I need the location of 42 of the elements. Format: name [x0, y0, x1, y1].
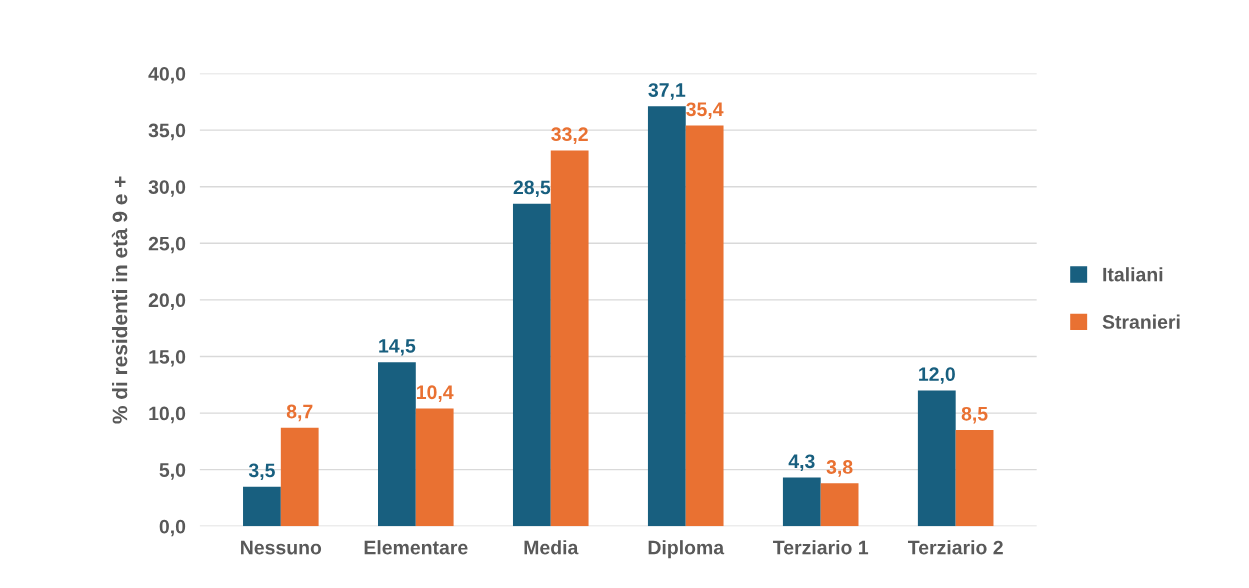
- bar: [685, 125, 724, 527]
- data-label: 37,1: [648, 83, 686, 100]
- x-tick-label: Diploma: [648, 540, 725, 559]
- y-tick-label: 35,0: [148, 123, 186, 141]
- y-tick-label: 15,0: [149, 349, 186, 367]
- data-label: 35,4: [686, 102, 724, 119]
- bar: [782, 477, 821, 527]
- y-tick-label: 20,0: [148, 293, 186, 310]
- bar: [820, 483, 859, 527]
- data-label: 4,3: [788, 454, 815, 472]
- y-tick-label: 25,0: [148, 236, 186, 254]
- y-tick-label: 10,0: [149, 406, 186, 424]
- bar: [512, 203, 551, 527]
- y-tick-label: 30,0: [148, 180, 186, 197]
- data-label: 3,5: [248, 463, 275, 481]
- data-label: 33,2: [551, 127, 588, 144]
- data-label: 8,7: [286, 404, 313, 422]
- bar: [955, 430, 994, 527]
- data-label: 28,5: [513, 180, 551, 198]
- y-axis-title: % di residenti in età 9 e +: [111, 176, 128, 424]
- y-tick-label: 5,0: [159, 463, 186, 480]
- bar: [378, 362, 416, 527]
- x-tick-label: Terziario 1: [773, 540, 869, 555]
- data-label: 12,0: [919, 367, 955, 384]
- y-tick-label: 0,0: [159, 519, 186, 537]
- data-label: 14,5: [379, 339, 416, 356]
- bar: [917, 390, 956, 527]
- x-tick-label: Elementare: [364, 540, 468, 555]
- bar: [280, 427, 319, 527]
- bar: [415, 408, 454, 527]
- bar: [550, 150, 589, 527]
- data-label: 8,5: [961, 406, 988, 424]
- data-label: 10,4: [417, 385, 454, 402]
- legend-label: Stranieri: [1102, 314, 1180, 329]
- x-tick-label: Media: [524, 540, 579, 555]
- legend-label: Italiani: [1103, 267, 1163, 282]
- y-tick-label: 40,0: [148, 66, 186, 84]
- x-tick-label: Nessuno: [241, 540, 322, 555]
- bar: [647, 106, 686, 527]
- x-tick-label: Terziario 2: [907, 540, 1003, 555]
- bar: [243, 486, 281, 527]
- data-label: 3,8: [826, 460, 853, 477]
